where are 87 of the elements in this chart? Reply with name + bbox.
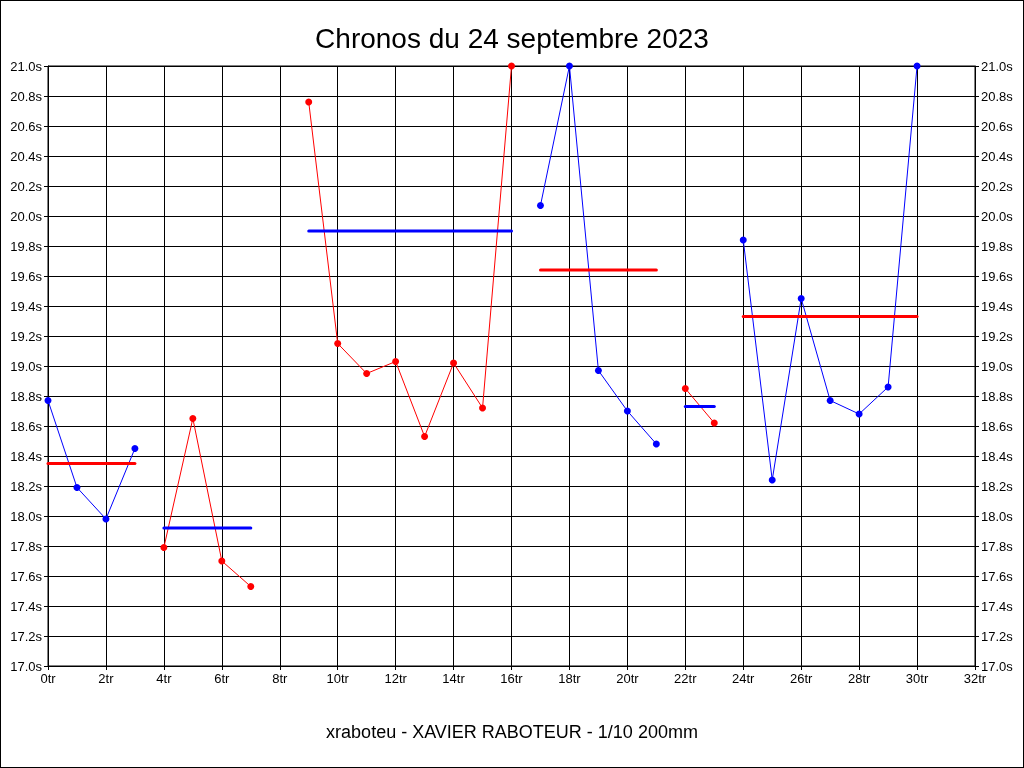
chart-title: Chronos du 24 septembre 2023 <box>315 22 709 54</box>
y2-tick-label: 19.2s <box>981 328 1014 344</box>
point <box>450 359 458 367</box>
y-tick-label: 18.2s <box>10 478 43 494</box>
point <box>421 433 429 440</box>
point <box>594 367 602 374</box>
y-tick-label: 20.8s <box>10 88 43 104</box>
x-tick-label: 6tr <box>214 671 231 686</box>
y2-tick-label: 19.4s <box>981 298 1014 314</box>
x-tick-label: 26tr <box>789 671 814 686</box>
point <box>739 236 747 244</box>
y2-tick-label: 17.2s <box>981 628 1014 644</box>
y2-tick-label: 21.0s <box>981 58 1014 74</box>
y-tick-label: 17.4s <box>10 598 43 614</box>
x-tick-label: 16tr <box>500 671 524 686</box>
point <box>392 358 400 365</box>
x-tick-label: 4tr <box>156 671 173 686</box>
text: xraboteu - XAVIER RABOTEUR - 1/10 200mm <box>326 722 698 742</box>
point <box>508 62 515 70</box>
y-tick-label: 20.6s <box>10 118 43 134</box>
point <box>826 397 834 404</box>
x-tick-label: 20tr <box>616 671 640 686</box>
y2-tick-label: 18.0s <box>981 508 1014 524</box>
point <box>536 202 544 209</box>
point <box>565 62 573 70</box>
y2-tick-label: 18.4s <box>981 448 1014 464</box>
x-tick-label: 28tr <box>847 671 871 686</box>
y2-tick-label: 17.0s <box>981 658 1014 674</box>
point <box>189 415 197 422</box>
x-tick-label: 12tr <box>384 671 408 686</box>
y2-tick-label: 17.8s <box>981 538 1014 554</box>
y-tick-label: 18.8s <box>10 388 43 404</box>
x-tick-label: 30tr <box>905 671 929 686</box>
y-tick-label: 17.2s <box>10 628 43 644</box>
y-tick-label: 19.6s <box>10 268 43 284</box>
point <box>247 583 255 590</box>
y-tick-label: 18.0s <box>10 508 43 524</box>
point <box>131 445 139 452</box>
x-tick-label: 8tr <box>272 671 289 686</box>
y-tick-label: 17.6s <box>10 568 43 584</box>
y2-tick-label: 20.0s <box>981 208 1014 224</box>
y2-tick-label: 18.2s <box>981 478 1014 494</box>
y-tick-label: 17.8s <box>10 538 43 554</box>
y2-tick-label: 20.4s <box>981 148 1014 164</box>
y2-tick-label: 17.4s <box>981 598 1014 614</box>
point <box>681 385 689 392</box>
point <box>797 295 805 302</box>
x-tick-label: 18tr <box>558 671 582 686</box>
point <box>334 340 342 347</box>
y2-tick-label: 18.6s <box>981 418 1014 434</box>
point <box>479 404 487 412</box>
point <box>73 484 81 491</box>
x-tick-label: 32tr <box>963 671 987 686</box>
point <box>160 544 168 551</box>
x-tick-label: 24tr <box>732 671 756 686</box>
y-tick-label: 19.4s <box>10 298 43 314</box>
x-tick-label: 22tr <box>674 671 698 686</box>
y-tick-label: 20.2s <box>10 178 43 194</box>
y-tick-label: 18.4s <box>10 448 43 464</box>
y-tick-label: 19.8s <box>10 238 43 254</box>
y-tick-label: 20.4s <box>10 148 43 164</box>
x-tick-label: 14tr <box>442 671 466 686</box>
y-tick-label: 17.0s <box>10 658 43 674</box>
y2-tick-label: 20.6s <box>981 118 1014 134</box>
x-tick-label: 10tr <box>326 671 350 686</box>
point <box>710 419 718 427</box>
x-tick-label: 2tr <box>98 671 115 686</box>
point <box>44 397 52 404</box>
y2-tick-label: 19.8s <box>981 238 1014 254</box>
point <box>305 98 313 106</box>
y2-tick-label: 19.0s <box>981 358 1014 374</box>
x-tick-label: 0tr <box>40 671 57 686</box>
y2-tick-label: 19.6s <box>981 268 1014 284</box>
y-tick-label: 20.0s <box>10 208 43 224</box>
y2-tick-label: 18.8s <box>981 388 1014 404</box>
y-tick-label: 18.6s <box>10 418 43 434</box>
point <box>363 370 371 377</box>
y2-tick-label: 20.2s <box>981 178 1014 194</box>
y2-tick-label: 20.8s <box>981 88 1014 104</box>
y2-tick-label: 17.6s <box>981 568 1014 584</box>
point <box>218 557 226 565</box>
point <box>768 476 776 484</box>
point <box>623 407 631 415</box>
y-tick-label: 21.0s <box>10 58 43 74</box>
y-tick-label: 19.0s <box>10 358 43 374</box>
point <box>652 440 660 448</box>
y-tick-label: 19.2s <box>10 328 43 344</box>
